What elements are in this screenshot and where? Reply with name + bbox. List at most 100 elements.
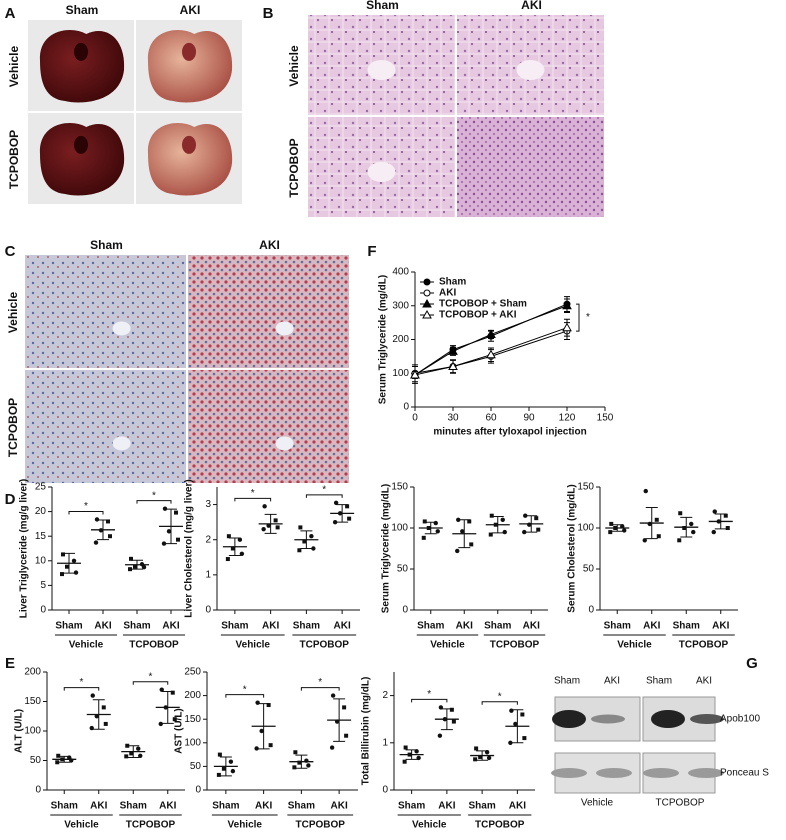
error-bar (58, 755, 71, 763)
row-header: Vehicle (287, 45, 301, 87)
y-tick-label: 100 (184, 737, 201, 748)
row-header: Vehicle (6, 292, 20, 334)
data-point (90, 693, 95, 698)
x-tick-label: Sham (469, 801, 496, 812)
vessel (112, 436, 131, 451)
legend-label: Sham (439, 277, 466, 288)
x-tick-label: AKI (509, 801, 526, 812)
y-tick-label: 3 (205, 499, 211, 510)
liver (147, 122, 233, 196)
data-point (711, 529, 716, 535)
legend-label: AKI (439, 288, 456, 299)
vessel (367, 162, 396, 182)
error-bar (511, 709, 524, 744)
data-point (478, 754, 483, 759)
histology (25, 255, 186, 368)
data-point (93, 540, 99, 545)
y-tick-label: 0 (402, 605, 408, 616)
error-bar (424, 521, 437, 535)
data-point (94, 714, 99, 719)
axis (206, 672, 358, 791)
data-point (237, 537, 243, 542)
y-tick-label: 150 (184, 714, 201, 725)
data-point (654, 517, 659, 522)
data-point (522, 736, 527, 741)
y-tick-label: 150 (577, 482, 594, 493)
data-point (509, 708, 514, 713)
y-tick-label: 0 (403, 402, 409, 413)
y-tick-label: 1 (382, 737, 388, 748)
data-point (622, 528, 627, 533)
data-point (230, 768, 236, 774)
y-tick-label: 300 (392, 300, 409, 311)
lane-label: Sham (554, 676, 580, 687)
error-bar (714, 513, 727, 530)
data-point (460, 529, 465, 534)
error-bar (161, 690, 174, 724)
data-point (293, 750, 298, 755)
data-point (166, 529, 172, 534)
data-point (677, 538, 682, 543)
band (596, 768, 632, 778)
data-point (422, 519, 427, 524)
band (688, 768, 724, 778)
data-point (158, 721, 163, 727)
x-tick-label: Sham (120, 801, 147, 812)
data-point (65, 564, 69, 569)
band (551, 768, 587, 778)
annotation: * (498, 691, 502, 702)
data-point (129, 556, 133, 561)
vessel (516, 60, 545, 80)
x-tick-label: Sham (604, 621, 631, 632)
column-header: Sham (66, 3, 99, 17)
y-tick-label: 150 (391, 482, 408, 493)
x-tick-label: AKI (90, 801, 107, 812)
y-tick-label: 50 (190, 761, 202, 772)
y-tick-label: 25 (35, 482, 47, 493)
data-point (266, 703, 271, 708)
x-tick-label: Sham (293, 621, 320, 632)
significance-bracket (68, 510, 104, 515)
x-tick-label: 0 (412, 413, 418, 424)
data-point (347, 516, 352, 521)
significance-bracket (300, 687, 340, 691)
lane-label: AKI (696, 676, 712, 687)
data-point (273, 518, 278, 523)
y-tick-label: 200 (24, 667, 41, 678)
y-tick-label: 0 (40, 605, 46, 616)
series-line (414, 305, 568, 376)
panel-label: D (5, 491, 16, 508)
data-point (330, 693, 336, 698)
series-line (414, 330, 568, 374)
y-tick-label: 10 (35, 555, 47, 566)
data-point (101, 705, 106, 710)
x-tick-label: AKI (643, 621, 660, 632)
lane-label: AKI (604, 676, 620, 687)
histology (25, 370, 186, 483)
data-point (678, 511, 683, 516)
panel-label: A (5, 5, 16, 22)
x-tick-label: Sham (55, 621, 82, 632)
y-tick-label: 250 (184, 667, 201, 678)
data-point (342, 705, 347, 710)
y-tick-label: 0 (588, 605, 594, 616)
gallbladder (74, 42, 88, 61)
x-tick-label: Sham (123, 621, 150, 632)
column-header: Sham (90, 238, 123, 252)
data-point (534, 516, 539, 521)
data-point (124, 754, 129, 759)
y-tick-label: 50 (583, 564, 595, 575)
data-point (302, 539, 307, 544)
x-tick-label: AKI (438, 801, 455, 812)
data-point (129, 751, 134, 756)
column-header: Sham (366, 0, 399, 12)
x-tick-label: 30 (447, 413, 459, 424)
error-bar (491, 516, 504, 534)
data-point (298, 525, 303, 530)
x-tick-label: Sham (673, 621, 700, 632)
data-point (345, 504, 350, 509)
data-point (402, 759, 407, 764)
column-header: AKI (180, 3, 201, 17)
legend-label: TCPOBOP + AKI (439, 310, 517, 321)
y-tick-label: 0 (205, 605, 211, 616)
